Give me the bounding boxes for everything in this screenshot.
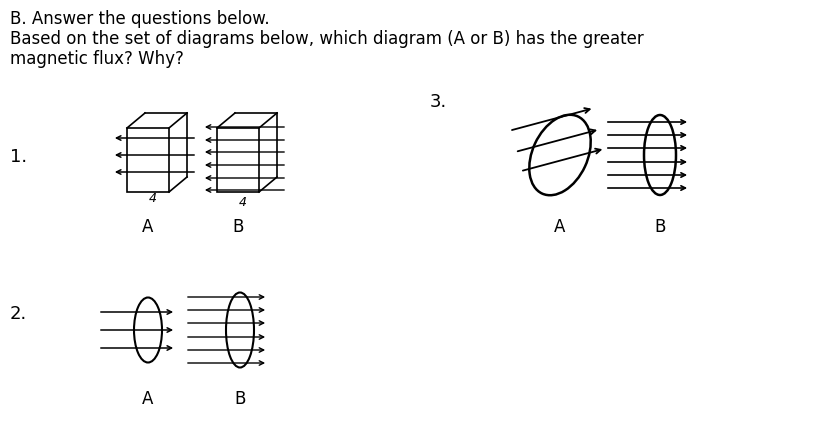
Text: B. Answer the questions below.: B. Answer the questions below. <box>10 10 270 28</box>
Text: A: A <box>142 218 154 236</box>
Text: A: A <box>142 390 154 408</box>
Text: A: A <box>554 218 566 236</box>
Text: 4: 4 <box>149 191 157 204</box>
Text: 3.: 3. <box>430 93 447 111</box>
Text: 1.: 1. <box>10 148 27 166</box>
Text: B: B <box>654 218 666 236</box>
Text: Based on the set of diagrams below, which diagram (A or B) has the greater: Based on the set of diagrams below, whic… <box>10 30 644 48</box>
Text: 4: 4 <box>239 195 247 208</box>
Text: 2.: 2. <box>10 305 27 323</box>
Text: B: B <box>232 218 244 236</box>
Text: B: B <box>234 390 246 408</box>
Text: magnetic flux? Why?: magnetic flux? Why? <box>10 50 184 68</box>
